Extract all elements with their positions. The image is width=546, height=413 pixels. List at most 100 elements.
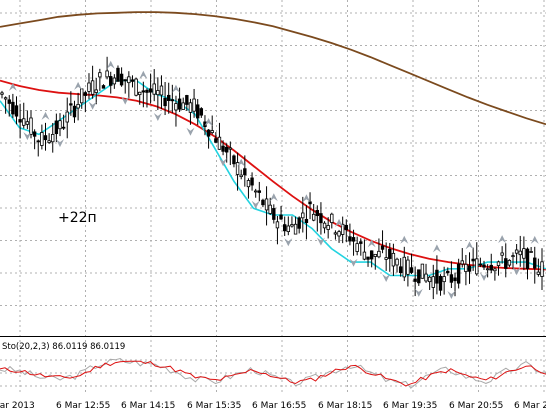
candle (22, 102, 26, 129)
x-tick-label: 6 Mar 19:35 (383, 401, 437, 411)
fractal-up-icon (8, 82, 17, 91)
candle (485, 264, 490, 278)
candle (431, 264, 435, 300)
candle (119, 67, 124, 87)
profit-annotation: +22п (58, 210, 97, 226)
candle (188, 98, 193, 125)
candle (377, 238, 381, 259)
candle (395, 257, 399, 273)
candle (540, 248, 544, 290)
candle (246, 178, 251, 199)
fractal-up-icon (302, 194, 311, 203)
candle (181, 97, 185, 110)
candle (319, 202, 323, 235)
candle (514, 244, 519, 265)
candle (210, 115, 214, 135)
candle (359, 238, 363, 256)
fractal-down-icon (284, 238, 293, 247)
x-tick-label: 6 Mar 20:55 (449, 401, 503, 411)
candle (14, 96, 19, 125)
fractal-up-icon (269, 193, 278, 202)
candle (167, 82, 171, 114)
candle (301, 196, 305, 233)
candle (282, 216, 287, 236)
candle (25, 110, 30, 130)
candle (344, 219, 348, 243)
candle (464, 254, 468, 286)
candle (235, 152, 240, 191)
fractal-down-icon (219, 158, 228, 167)
fractal-up-icon (400, 235, 409, 244)
fractal-up-icon (530, 235, 539, 244)
stochastic-main-line (0, 357, 546, 389)
candle (18, 103, 22, 139)
fractal-up-icon (41, 111, 50, 120)
candle (61, 114, 66, 130)
candle (94, 78, 98, 105)
fractal-up-icon (139, 70, 148, 79)
candle (406, 256, 410, 287)
candle (101, 84, 106, 89)
candle (529, 247, 533, 253)
candle (388, 242, 392, 272)
candle (109, 71, 113, 94)
candle (43, 122, 48, 151)
candle (427, 275, 432, 290)
candle (333, 230, 338, 240)
candle (402, 246, 406, 282)
fractal-up-icon (106, 60, 115, 69)
candle (0, 90, 4, 99)
candle (177, 87, 182, 113)
candle (112, 74, 117, 89)
candle (409, 253, 414, 275)
fractal-up-icon (74, 81, 83, 90)
candle (536, 258, 541, 277)
candle (384, 242, 388, 271)
candle (355, 236, 359, 256)
candle (290, 216, 294, 228)
candle (152, 69, 156, 102)
slow-ma-line (0, 11, 546, 126)
candle (29, 110, 33, 139)
candle (489, 253, 493, 274)
candle (475, 242, 479, 276)
candle (7, 95, 11, 117)
fractal-down-icon (414, 288, 423, 297)
candle (453, 272, 457, 297)
candle (348, 223, 352, 246)
candle (456, 258, 461, 289)
candle (417, 269, 421, 286)
candle (65, 97, 69, 139)
candle (293, 216, 298, 235)
fractal-down-icon (447, 291, 456, 300)
candle (525, 247, 530, 280)
fractal-down-icon (121, 96, 130, 105)
candle (127, 71, 131, 99)
candle (32, 129, 37, 150)
fractal-down-icon (55, 139, 64, 148)
candle (362, 239, 367, 261)
candle (123, 79, 127, 94)
candle (438, 274, 443, 296)
candle (420, 263, 425, 279)
candle (170, 84, 175, 113)
candle (11, 93, 15, 118)
candle (471, 247, 475, 271)
indicator-label: Sto(20,2,3) 86.0119 86.0119 (2, 342, 125, 352)
candle (435, 255, 439, 295)
fractal-up-icon (204, 118, 213, 127)
candle (72, 100, 77, 123)
candle (533, 246, 537, 284)
fractal-down-icon (512, 267, 521, 276)
candle (138, 91, 142, 105)
fractal-down-icon (382, 273, 391, 282)
candle (174, 95, 178, 127)
candle (141, 81, 146, 108)
candle (511, 252, 515, 270)
candle (228, 141, 233, 166)
candle (504, 243, 508, 278)
candle (326, 217, 330, 239)
candle (340, 216, 345, 244)
